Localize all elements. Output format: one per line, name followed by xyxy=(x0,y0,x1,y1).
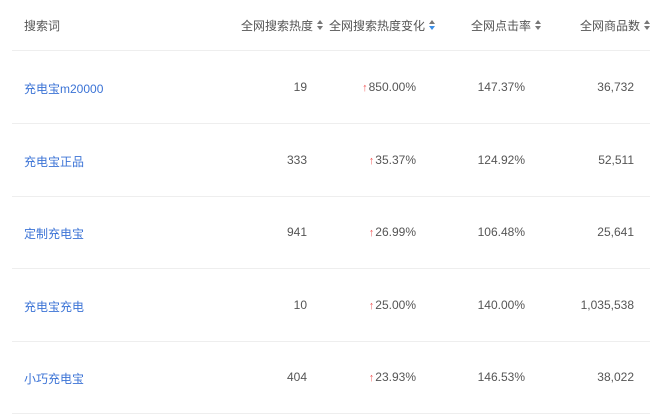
table-row: 充电宝正品 333 ↑35.37% 124.92% 52,511 xyxy=(12,124,650,197)
header-label: 全网搜索热度变化 xyxy=(329,19,426,33)
sort-icon[interactable] xyxy=(535,20,542,31)
click-rate: 146.53% xyxy=(477,370,525,384)
goods-count: 25,641 xyxy=(597,225,634,239)
header-goods-count[interactable]: 全网商品数 xyxy=(580,17,650,34)
click-rate: 147.37% xyxy=(477,80,525,94)
header-keyword: 搜索词 xyxy=(24,19,61,33)
keyword-link[interactable]: 小巧充电宝 xyxy=(24,372,85,386)
keyword-link[interactable]: 充电宝充电 xyxy=(24,299,85,314)
header-click-rate[interactable]: 全网点击率 xyxy=(471,17,542,34)
table-row: 小巧充电宝 404 ↑23.93% 146.53% 38,022 xyxy=(12,341,650,414)
heat-change: ↑23.93% xyxy=(368,370,416,384)
header-search-heat[interactable]: 全网搜索热度 xyxy=(241,17,324,34)
search-heat: 941 xyxy=(286,225,307,239)
header-heat-change[interactable]: 全网搜索热度变化 xyxy=(329,17,436,34)
click-rate: 124.92% xyxy=(477,152,525,167)
click-rate: 106.48% xyxy=(477,225,525,239)
header-label: 全网商品数 xyxy=(580,19,641,33)
goods-count: 52,511 xyxy=(598,152,634,167)
table-row: 充电宝m20000 19 ↑850.00% 147.37% 36,732 xyxy=(12,51,650,124)
keyword-link[interactable]: 充电宝正品 xyxy=(24,154,85,169)
goods-count: 36,732 xyxy=(597,80,634,94)
heat-change: ↑25.00% xyxy=(368,297,416,312)
keyword-link[interactable]: 定制充电宝 xyxy=(24,227,85,241)
arrow-up-icon: ↑ xyxy=(362,82,368,94)
sort-icon[interactable] xyxy=(317,20,324,31)
header-label: 全网点击率 xyxy=(471,19,532,33)
sort-desc-icon[interactable] xyxy=(429,20,436,31)
goods-count: 1,035,538 xyxy=(580,297,634,312)
goods-count: 38,022 xyxy=(597,370,634,384)
click-rate: 140.00% xyxy=(477,297,525,312)
search-heat: 19 xyxy=(293,80,307,94)
heat-change: ↑26.99% xyxy=(368,225,416,239)
table-header: 搜索词 全网搜索热度 全网搜索热度变化 全网点击率 全网商品数 xyxy=(12,0,650,51)
arrow-up-icon: ↑ xyxy=(368,154,375,167)
search-heat: 404 xyxy=(286,370,307,384)
table-row: 充电宝充电 10 ↑25.00% 140.00% 1,035,538 xyxy=(12,269,650,342)
search-heat: 333 xyxy=(286,152,307,167)
sort-icon[interactable] xyxy=(644,20,650,31)
arrow-up-icon: ↑ xyxy=(368,372,375,384)
search-heat: 10 xyxy=(293,297,307,312)
table-row: 定制充电宝 941 ↑26.99% 106.48% 25,641 xyxy=(12,196,650,269)
keyword-link[interactable]: 充电宝m20000 xyxy=(24,82,104,96)
heat-change: ↑850.00% xyxy=(362,80,416,94)
arrow-up-icon: ↑ xyxy=(368,299,375,312)
arrow-up-icon: ↑ xyxy=(368,227,375,239)
heat-change: ↑35.37% xyxy=(368,152,416,167)
header-label: 全网搜索热度 xyxy=(241,19,314,33)
